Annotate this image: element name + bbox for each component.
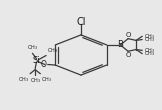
Text: Si: Si xyxy=(33,56,40,65)
Text: O: O xyxy=(126,32,131,38)
Text: CH$_3$: CH$_3$ xyxy=(145,49,156,58)
Text: Cl: Cl xyxy=(76,17,86,27)
Text: CH$_3$: CH$_3$ xyxy=(18,75,29,84)
Text: CH$_3$: CH$_3$ xyxy=(145,35,156,44)
Text: CH$_3$: CH$_3$ xyxy=(27,43,38,52)
Text: CH$_3$: CH$_3$ xyxy=(41,75,52,84)
Text: B: B xyxy=(117,40,123,50)
Text: CH$_3$: CH$_3$ xyxy=(30,76,41,85)
Text: O: O xyxy=(41,60,47,69)
Text: O: O xyxy=(126,52,131,58)
Text: CH$_3$: CH$_3$ xyxy=(145,46,156,55)
Text: CH$_3$: CH$_3$ xyxy=(47,46,58,55)
Text: CH$_3$: CH$_3$ xyxy=(145,32,156,41)
